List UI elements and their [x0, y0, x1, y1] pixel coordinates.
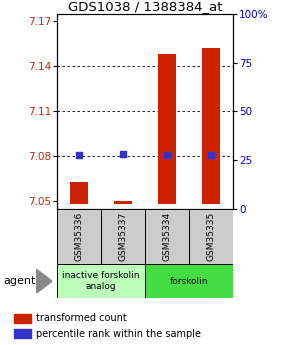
- Text: GSM35334: GSM35334: [163, 212, 172, 261]
- Text: GSM35335: GSM35335: [207, 212, 216, 261]
- Point: [209, 152, 214, 158]
- Polygon shape: [36, 269, 52, 293]
- Bar: [101, 209, 145, 264]
- Bar: [145, 264, 233, 298]
- Text: inactive forskolin
analog: inactive forskolin analog: [62, 272, 139, 291]
- Text: agent: agent: [3, 276, 35, 286]
- Text: GSM35336: GSM35336: [74, 212, 83, 261]
- Bar: [57, 264, 145, 298]
- Bar: [189, 209, 233, 264]
- Bar: [202, 48, 220, 204]
- Point: [121, 151, 125, 157]
- Text: GSM35337: GSM35337: [118, 212, 127, 261]
- Bar: [57, 209, 101, 264]
- Bar: [70, 182, 88, 204]
- Bar: [14, 329, 30, 338]
- Text: transformed count: transformed count: [36, 313, 127, 323]
- Text: percentile rank within the sample: percentile rank within the sample: [36, 329, 201, 339]
- Point: [76, 152, 81, 158]
- Bar: [14, 314, 30, 323]
- Bar: [145, 209, 189, 264]
- Point: [165, 152, 169, 158]
- Bar: [158, 54, 176, 204]
- Bar: [114, 201, 132, 204]
- Title: GDS1038 / 1388384_at: GDS1038 / 1388384_at: [68, 0, 222, 13]
- Text: forskolin: forskolin: [170, 277, 209, 286]
